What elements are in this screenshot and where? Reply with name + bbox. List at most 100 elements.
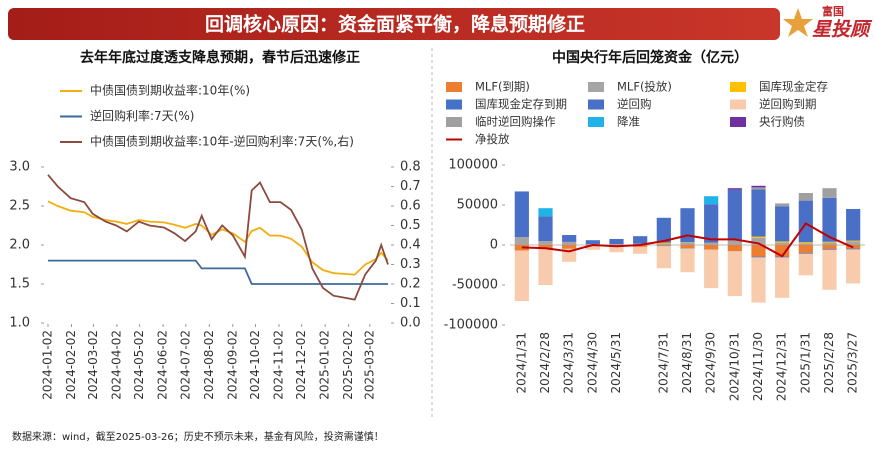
x-tick-label: 2024/1/31 bbox=[514, 332, 528, 394]
legend-label: 国库现金定存 bbox=[759, 80, 828, 94]
legend-swatch bbox=[588, 100, 604, 110]
bar-segment bbox=[515, 191, 529, 237]
legend-label: 逆回购 bbox=[617, 97, 652, 111]
x-tick-label: 2024/8/31 bbox=[680, 332, 694, 394]
legend-swatch bbox=[730, 82, 746, 92]
bar-segment bbox=[515, 251, 529, 301]
legend-swatch bbox=[446, 82, 462, 92]
legend-label: 降准 bbox=[617, 115, 640, 129]
bar-segment bbox=[751, 257, 765, 302]
x-tick-label: 2025-02-02 bbox=[341, 330, 355, 400]
y-tick-label: 50000 bbox=[457, 198, 498, 213]
legend-label: MLF(到期) bbox=[475, 80, 530, 94]
bar-segment bbox=[799, 245, 813, 253]
x-tick-label: 2024/12/31 bbox=[775, 332, 789, 401]
bar-segment bbox=[680, 249, 694, 273]
bar-segment bbox=[728, 190, 742, 240]
bar-segment bbox=[822, 243, 836, 245]
x-tick-label: 2024/5/31 bbox=[609, 332, 623, 394]
x-tick-label: 2024-06-02 bbox=[156, 330, 170, 400]
bar-segment bbox=[822, 250, 836, 290]
legend-label: 逆回购利率:7天(%) bbox=[90, 108, 194, 123]
x-tick-label: 2024/10/31 bbox=[727, 332, 741, 401]
x-tick-label: 2024/3/31 bbox=[562, 332, 576, 394]
bar-segment bbox=[751, 237, 765, 238]
legend-label: MLF(投放) bbox=[617, 80, 672, 94]
legend-label: 中债国债到期收益率:10年(%) bbox=[90, 83, 250, 98]
bar-segment bbox=[775, 257, 789, 297]
bar-segment bbox=[657, 246, 671, 268]
bar-segment bbox=[846, 209, 860, 241]
legend-label: 临时逆回购操作 bbox=[475, 115, 556, 129]
bar-segment bbox=[751, 186, 765, 188]
y2-tick-label: 0.0 bbox=[400, 316, 421, 331]
bar-segment bbox=[751, 257, 765, 258]
x-tick-label: 2025/3/27 bbox=[846, 332, 860, 394]
x-tick-label: 2024-05-02 bbox=[132, 330, 146, 400]
bar-segment bbox=[586, 240, 600, 244]
bar-segment bbox=[822, 249, 836, 250]
bar-segment bbox=[751, 187, 765, 189]
x-tick-label: 2024-12-02 bbox=[294, 330, 308, 400]
bar-segment bbox=[609, 239, 623, 244]
y-tick-label: 100000 bbox=[448, 158, 498, 173]
bar-segment bbox=[680, 243, 694, 245]
bar-segment bbox=[704, 245, 718, 250]
x-tick-label: 2024-10-02 bbox=[248, 330, 262, 400]
bar-segment bbox=[846, 249, 860, 283]
bar-segment bbox=[728, 251, 742, 296]
x-tick-label: 2024/7/31 bbox=[656, 332, 670, 394]
y-tick-label: 2.0 bbox=[9, 238, 30, 253]
x-tick-label: 2025/2/28 bbox=[822, 332, 836, 394]
bar-segment bbox=[704, 196, 718, 204]
y2-tick-label: 0.4 bbox=[400, 238, 421, 253]
bar-segment bbox=[538, 249, 552, 285]
bar-segment bbox=[728, 188, 742, 190]
legend-label: 中债国债到期收益率:10年-逆回购利率:7天(%,右) bbox=[90, 134, 354, 149]
series-line bbox=[48, 201, 388, 274]
bar-segment bbox=[609, 244, 623, 245]
x-tick-label: 2024/9/30 bbox=[704, 332, 718, 394]
y-tick-label: -50000 bbox=[452, 278, 498, 293]
legend-swatch bbox=[588, 117, 604, 127]
legend-label: 净投放 bbox=[475, 132, 510, 146]
legend-swatch bbox=[446, 100, 462, 110]
y-tick-label: -100000 bbox=[444, 318, 498, 333]
x-tick-label: 2024-09-02 bbox=[225, 330, 239, 400]
legend-swatch bbox=[730, 117, 746, 127]
bar-segment bbox=[775, 243, 789, 245]
y-tick-label: 3.0 bbox=[9, 160, 30, 175]
bar-segment bbox=[775, 241, 789, 242]
x-tick-label: 2024-07-02 bbox=[178, 330, 192, 400]
y2-tick-label: 0.1 bbox=[400, 296, 421, 311]
y2-tick-label: 0.3 bbox=[400, 257, 421, 272]
bar-segment bbox=[657, 245, 671, 246]
y-tick-label: 1.0 bbox=[9, 316, 30, 331]
bar-segment bbox=[728, 245, 742, 251]
bar-segment bbox=[846, 241, 860, 242]
bar-segment bbox=[775, 206, 789, 241]
y-tick-label: 1.5 bbox=[9, 277, 30, 292]
bar-segment bbox=[562, 235, 576, 242]
logo-star bbox=[783, 8, 813, 37]
bar-segment bbox=[846, 249, 860, 250]
bar-segment bbox=[799, 243, 813, 245]
y2-tick-label: 0.5 bbox=[400, 218, 421, 233]
x-tick-label: 2025-03-02 bbox=[362, 330, 376, 400]
bar-segment bbox=[704, 243, 718, 245]
x-tick-label: 2024/4/30 bbox=[585, 332, 599, 394]
bar-segment bbox=[633, 247, 647, 254]
bar-segment bbox=[515, 237, 529, 245]
logo-top: 富国 bbox=[822, 4, 844, 18]
legend-label: 央行购债 bbox=[759, 115, 805, 129]
x-tick-label: 2024-04-02 bbox=[109, 330, 123, 400]
bar-segment bbox=[775, 203, 789, 206]
bar-segment bbox=[799, 253, 813, 254]
bar-segment bbox=[799, 254, 813, 276]
series-line bbox=[48, 261, 388, 284]
x-tick-label: 2024-03-02 bbox=[86, 330, 100, 400]
legend-swatch bbox=[588, 82, 604, 92]
bar-segment bbox=[822, 245, 836, 249]
bar-segment bbox=[704, 250, 718, 288]
